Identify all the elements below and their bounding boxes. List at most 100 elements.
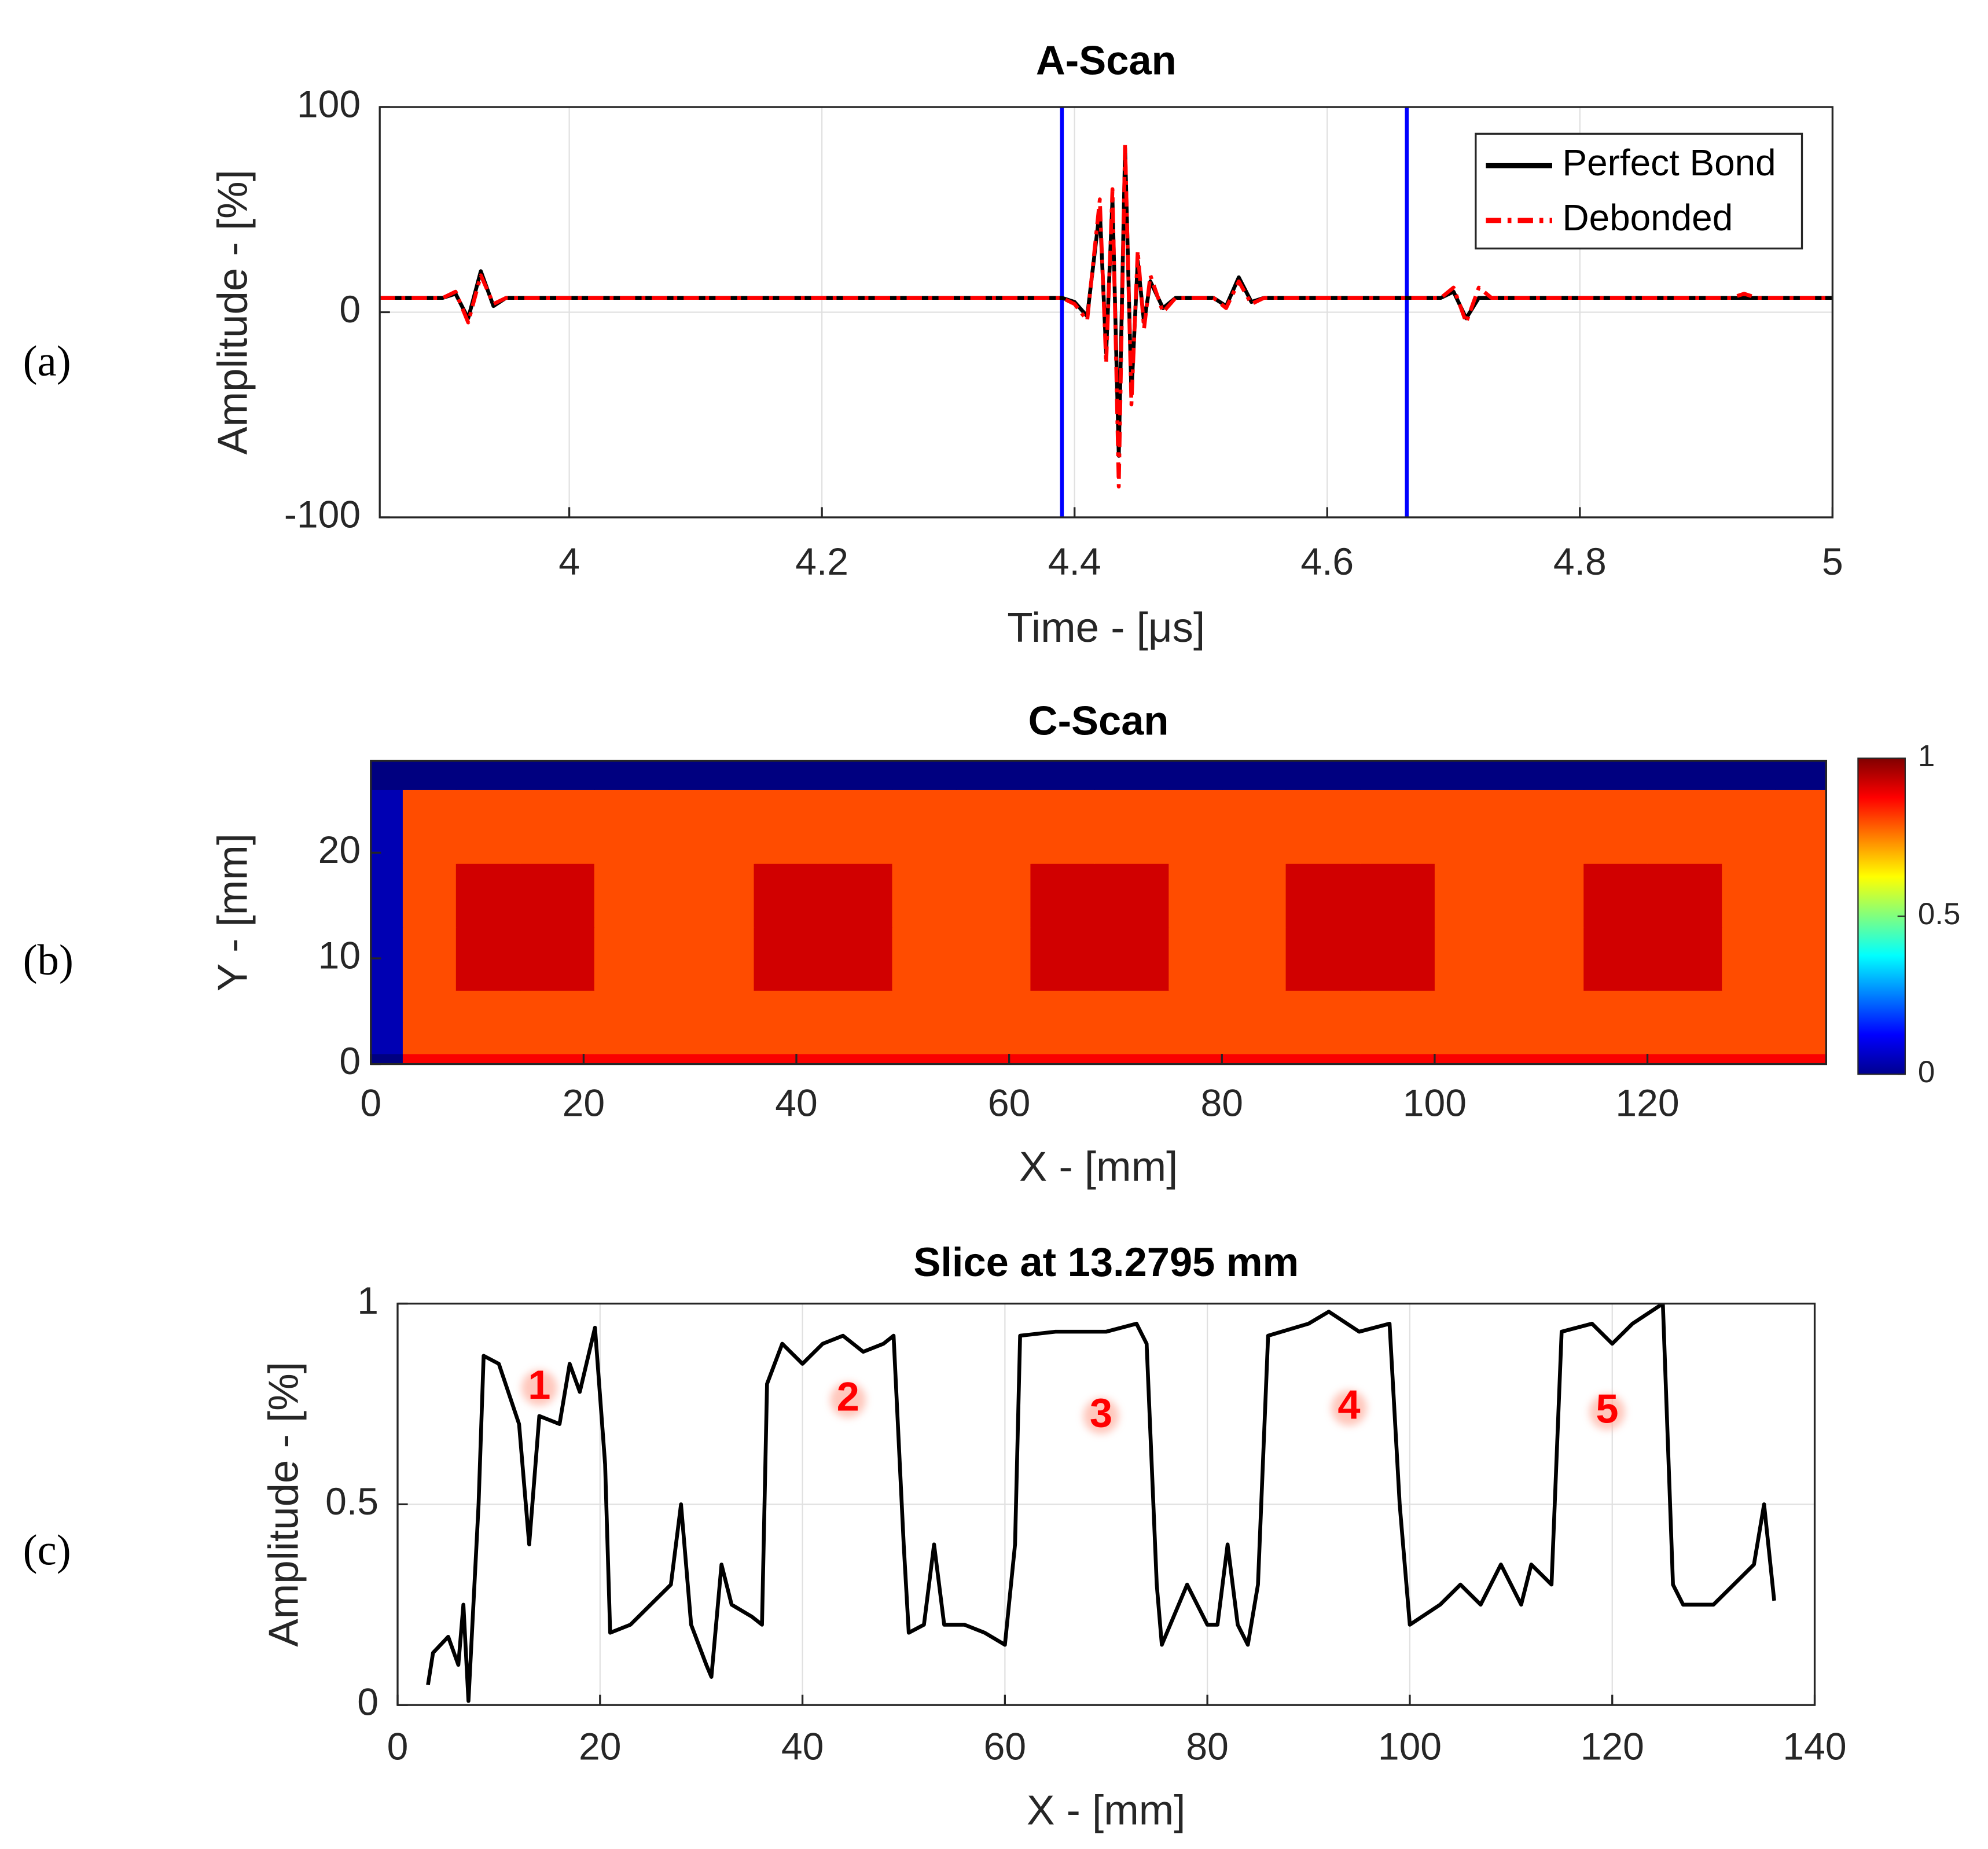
heat-cell — [1222, 1021, 1287, 1054]
heat-cell — [1222, 990, 1287, 1023]
heat-cell — [1285, 789, 1361, 832]
heat-cell — [956, 831, 1031, 864]
heat-cell — [1722, 760, 1776, 790]
x-tick-label: 120 — [1581, 1725, 1644, 1768]
heat-cell — [1722, 990, 1776, 1023]
heat-cell — [1509, 990, 1585, 1023]
heat-cell — [956, 1053, 1031, 1065]
heat-cell — [594, 1053, 670, 1065]
heat-cell — [1583, 863, 1648, 928]
heat-cell — [817, 863, 893, 928]
heat-cell — [370, 760, 404, 790]
heat-cell — [1775, 927, 1827, 991]
heat-cell — [520, 760, 595, 790]
heat-cell — [1509, 831, 1585, 864]
heat-cell — [1647, 831, 1723, 864]
heat-cell — [1647, 789, 1723, 832]
heat-cell — [455, 760, 521, 790]
annotation: 2 — [837, 1374, 859, 1420]
heat-cell — [520, 927, 595, 991]
heat-cell — [1360, 1021, 1436, 1054]
heat-cell — [668, 863, 755, 928]
heat-cell — [1509, 1053, 1585, 1065]
y-tick-label: 0 — [339, 1039, 361, 1082]
heat-cell — [1434, 831, 1510, 864]
heat-cell — [1168, 1021, 1223, 1054]
heat-cell — [402, 831, 457, 864]
heat-cell — [1222, 1053, 1287, 1065]
annotation: 3 — [1090, 1389, 1112, 1435]
x-tick-label: 60 — [988, 1082, 1030, 1124]
heat-cell — [754, 1021, 818, 1054]
heat-cell — [1647, 1021, 1723, 1054]
heat-cell — [956, 990, 1031, 1023]
heat-cell — [892, 1021, 957, 1054]
colorbar-tick-label: 1 — [1918, 739, 1935, 773]
heat-cell — [892, 831, 957, 864]
heat-cell — [370, 990, 404, 1023]
heat-cell — [754, 990, 818, 1023]
heat-cell — [1647, 863, 1723, 928]
heat-cell — [1509, 789, 1585, 832]
heat-cell — [1222, 863, 1287, 928]
chart-title: Slice at 13.2795 mm — [913, 1239, 1299, 1285]
heat-cell — [1030, 1021, 1095, 1054]
heat-cell — [520, 863, 595, 928]
heat-cell — [1360, 831, 1436, 864]
axes-box — [370, 759, 1828, 1065]
annotation-glow — [521, 1370, 557, 1406]
heat-cell — [402, 990, 457, 1023]
x-axis-label: X - [mm] — [1019, 1144, 1178, 1190]
heat-cell — [1775, 990, 1827, 1023]
series-line — [380, 142, 1833, 489]
panel-label: (a) — [23, 337, 71, 385]
heat-cell — [1775, 863, 1827, 928]
heat-cell — [956, 789, 1031, 832]
heat-cell — [956, 1021, 1031, 1054]
annotation: 1 — [528, 1362, 550, 1407]
y-tick-label: 0 — [357, 1681, 379, 1723]
heat-cell — [1647, 990, 1723, 1023]
heat-cell — [892, 789, 957, 832]
x-axis-label: X - [mm] — [1027, 1787, 1185, 1834]
heat-cell — [370, 1053, 404, 1065]
x-tick-label: 40 — [775, 1082, 817, 1124]
heat-cell — [817, 1053, 893, 1065]
x-tick-label: 100 — [1403, 1082, 1467, 1124]
heat-cell — [892, 990, 957, 1023]
heat-cell — [1094, 831, 1170, 864]
x-tick-label: 40 — [781, 1725, 824, 1768]
x-tick-label: 4.6 — [1300, 540, 1354, 583]
heat-cell — [402, 863, 457, 928]
heat-cell — [594, 927, 670, 991]
heat-cell — [892, 760, 957, 790]
heat-cell — [520, 789, 595, 832]
heat-cell — [1094, 760, 1170, 790]
heat-cell — [1722, 789, 1776, 832]
heat-cell — [1775, 789, 1827, 832]
heat-cell — [1509, 863, 1585, 928]
y-tick-label: 1 — [357, 1279, 379, 1322]
heat-cell — [1722, 1021, 1776, 1054]
heat-cell — [1168, 831, 1223, 864]
heat-cell — [594, 990, 670, 1023]
heat-cell — [402, 1053, 457, 1065]
heat-cell — [520, 831, 595, 864]
heat-cell — [1285, 863, 1361, 928]
heat-cell — [1722, 927, 1776, 991]
heat-cell — [1360, 789, 1436, 832]
heat-cell — [817, 831, 893, 864]
x-tick-label: 5 — [1822, 540, 1843, 583]
heat-cell — [455, 789, 521, 832]
heat-cell — [370, 789, 404, 832]
y-axis-label: Amplitude - [%] — [260, 1362, 307, 1647]
heat-cell — [455, 1021, 521, 1054]
x-tick-label: 0 — [387, 1725, 409, 1768]
annotation-glow — [830, 1382, 866, 1418]
x-tick-label: 4.2 — [795, 540, 848, 583]
heat-cell — [1222, 789, 1287, 832]
heat-cell — [956, 927, 1031, 991]
heat-cell — [1434, 863, 1510, 928]
heat-cell — [594, 863, 670, 928]
